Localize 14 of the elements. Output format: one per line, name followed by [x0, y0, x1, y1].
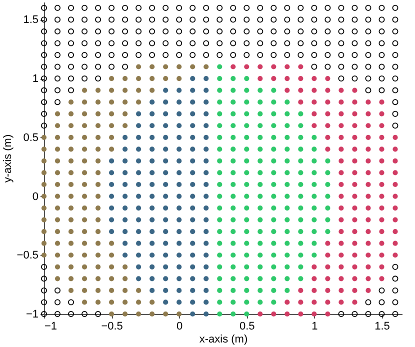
x-tick-label: 0.5 — [239, 320, 255, 332]
x-tick-label: 1 — [312, 320, 318, 332]
y-tick-label: 0.5 — [23, 132, 38, 144]
x-tick-label: 0 — [176, 320, 183, 332]
x-axis-title: x-axis (m) — [199, 334, 248, 346]
y-tick-label: 1.5 — [23, 14, 38, 26]
x-tick-label: −0.5 — [101, 320, 123, 332]
y-tick-label: 1 — [32, 73, 38, 86]
x-tick-label: −1 — [44, 320, 58, 332]
y-tick-label: −1 — [26, 308, 38, 320]
y-tick-label: 0 — [32, 190, 38, 203]
x-tick-label: 1.5 — [374, 320, 390, 332]
y-axis-title: y-axis (m) — [2, 134, 14, 183]
y-tick-label: −0.5 — [16, 250, 38, 262]
